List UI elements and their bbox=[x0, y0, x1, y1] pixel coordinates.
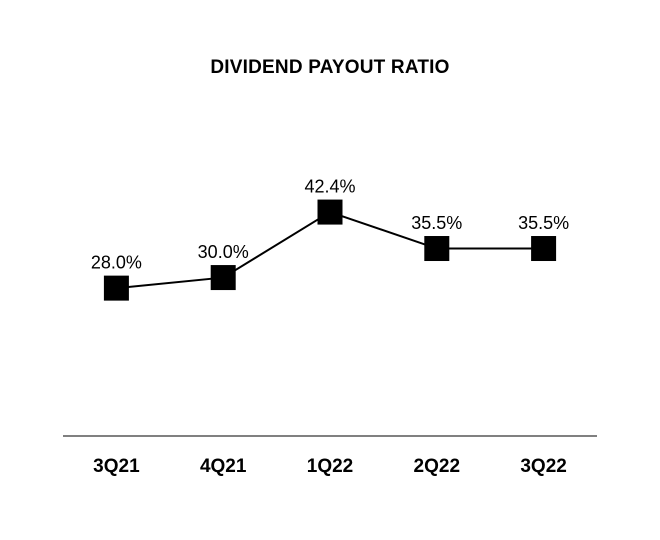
data-point-label: 35.5% bbox=[518, 213, 569, 233]
chart-title: DIVIDEND PAYOUT RATIO bbox=[210, 57, 450, 78]
data-point-marker bbox=[424, 236, 450, 262]
data-point-label: 35.5% bbox=[411, 213, 462, 233]
x-axis-tick-label: 2Q22 bbox=[414, 456, 460, 477]
x-axis-tick-label: 3Q21 bbox=[93, 456, 140, 477]
data-point-marker bbox=[317, 199, 343, 225]
data-point-label: 42.4% bbox=[304, 177, 355, 197]
x-axis-tick-label: 3Q22 bbox=[520, 456, 566, 477]
data-point-label: 30.0% bbox=[198, 242, 249, 262]
data-point-marker bbox=[210, 265, 236, 291]
data-point-label: 28.0% bbox=[91, 253, 142, 273]
x-axis-tick-label: 1Q22 bbox=[307, 456, 353, 477]
data-point-marker bbox=[531, 236, 557, 262]
data-point-marker bbox=[103, 275, 129, 301]
x-axis-tick-label: 4Q21 bbox=[200, 456, 247, 477]
